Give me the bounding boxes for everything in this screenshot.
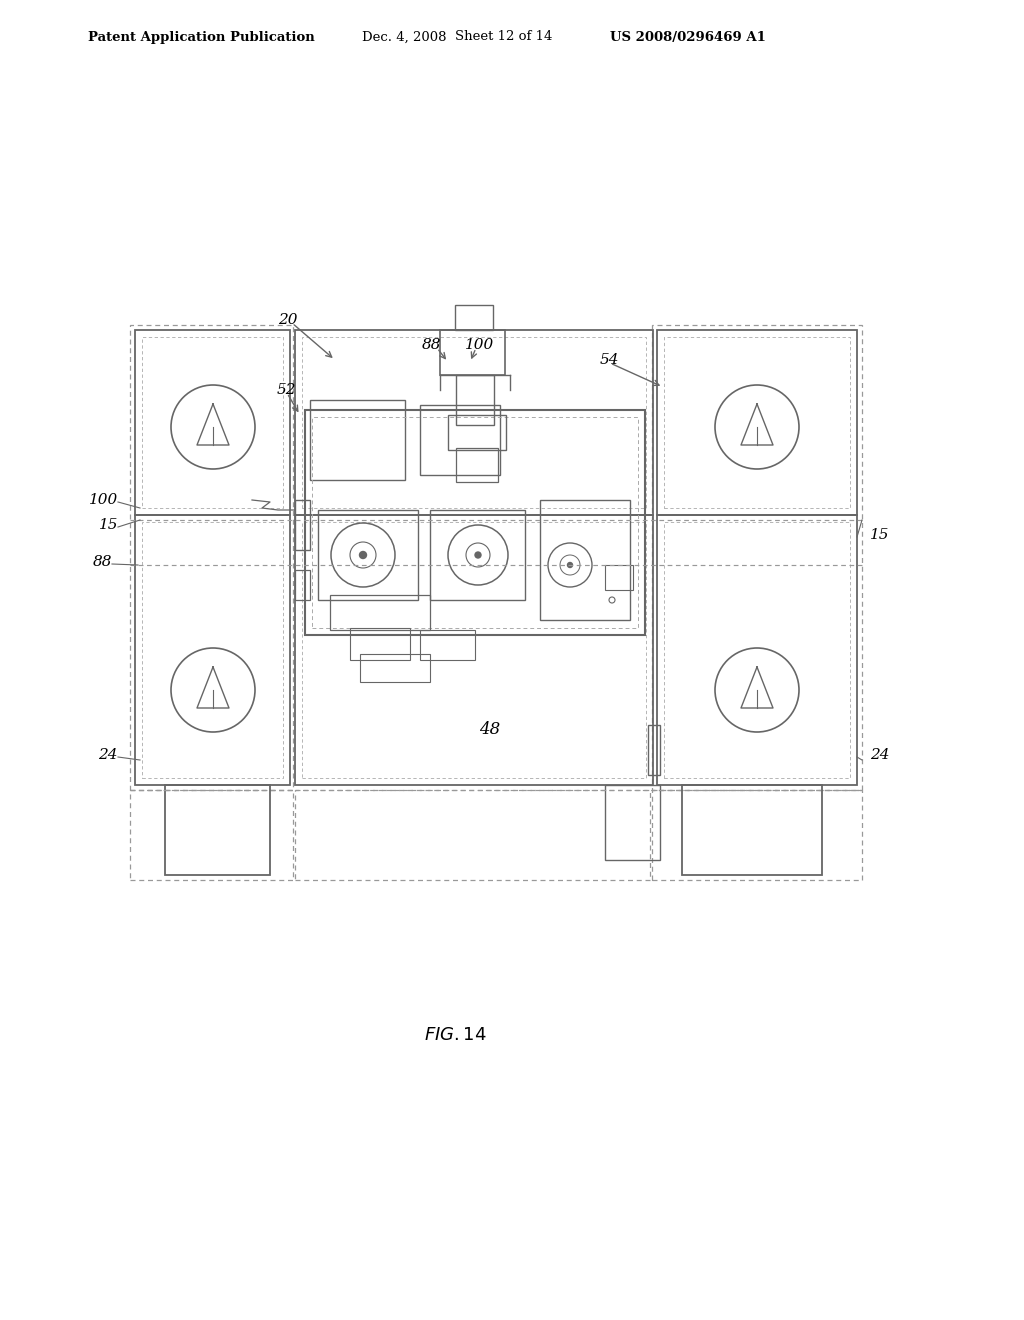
Bar [130, 789, 293, 880]
Bar [295, 515, 653, 785]
Circle shape [567, 562, 572, 568]
Bar [440, 330, 505, 375]
Bar [135, 330, 290, 515]
Text: 15: 15 [98, 517, 118, 532]
Bar [682, 785, 822, 875]
Text: 24: 24 [870, 748, 890, 762]
Bar [456, 447, 498, 482]
Bar [420, 405, 500, 475]
Bar [302, 337, 646, 508]
Text: 24: 24 [98, 748, 118, 762]
Bar [456, 375, 494, 425]
Text: $\mathit{FIG.14}$: $\mathit{FIG.14}$ [424, 1026, 486, 1044]
Bar [360, 653, 430, 682]
Bar [664, 521, 850, 777]
Bar [648, 725, 660, 775]
Bar [142, 521, 283, 777]
Bar [652, 325, 862, 789]
Bar [455, 305, 493, 330]
Text: 88: 88 [92, 554, 112, 569]
Text: 52: 52 [278, 383, 297, 397]
Bar [312, 417, 638, 628]
Circle shape [475, 552, 481, 558]
Bar [295, 570, 310, 601]
Bar [130, 325, 293, 789]
Text: 100: 100 [89, 492, 118, 507]
Bar [165, 785, 270, 875]
Text: 15: 15 [870, 528, 890, 543]
Bar [420, 630, 475, 660]
Bar [430, 510, 525, 601]
Circle shape [359, 552, 367, 558]
Bar [664, 337, 850, 508]
Text: US 2008/0296469 A1: US 2008/0296469 A1 [610, 30, 766, 44]
Text: 48: 48 [479, 722, 501, 738]
Bar [295, 330, 653, 515]
Text: 54: 54 [600, 352, 620, 367]
Bar [449, 414, 506, 450]
Bar [318, 510, 418, 601]
Text: 100: 100 [465, 338, 495, 352]
Bar [295, 789, 650, 880]
Text: Patent Application Publication: Patent Application Publication [88, 30, 314, 44]
Bar [540, 500, 630, 620]
Bar [142, 337, 283, 508]
Bar [310, 400, 406, 480]
Bar [657, 330, 857, 515]
Text: 20: 20 [278, 313, 298, 327]
Text: Dec. 4, 2008: Dec. 4, 2008 [362, 30, 446, 44]
Bar [302, 521, 646, 777]
Bar [652, 789, 862, 880]
Text: 88: 88 [422, 338, 441, 352]
Bar [135, 515, 290, 785]
Bar [330, 595, 430, 630]
Bar [657, 515, 857, 785]
Text: Sheet 12 of 14: Sheet 12 of 14 [455, 30, 552, 44]
Bar [350, 628, 410, 660]
Bar [605, 565, 633, 590]
Bar [295, 500, 310, 550]
Bar [305, 411, 645, 635]
Bar [605, 785, 660, 861]
